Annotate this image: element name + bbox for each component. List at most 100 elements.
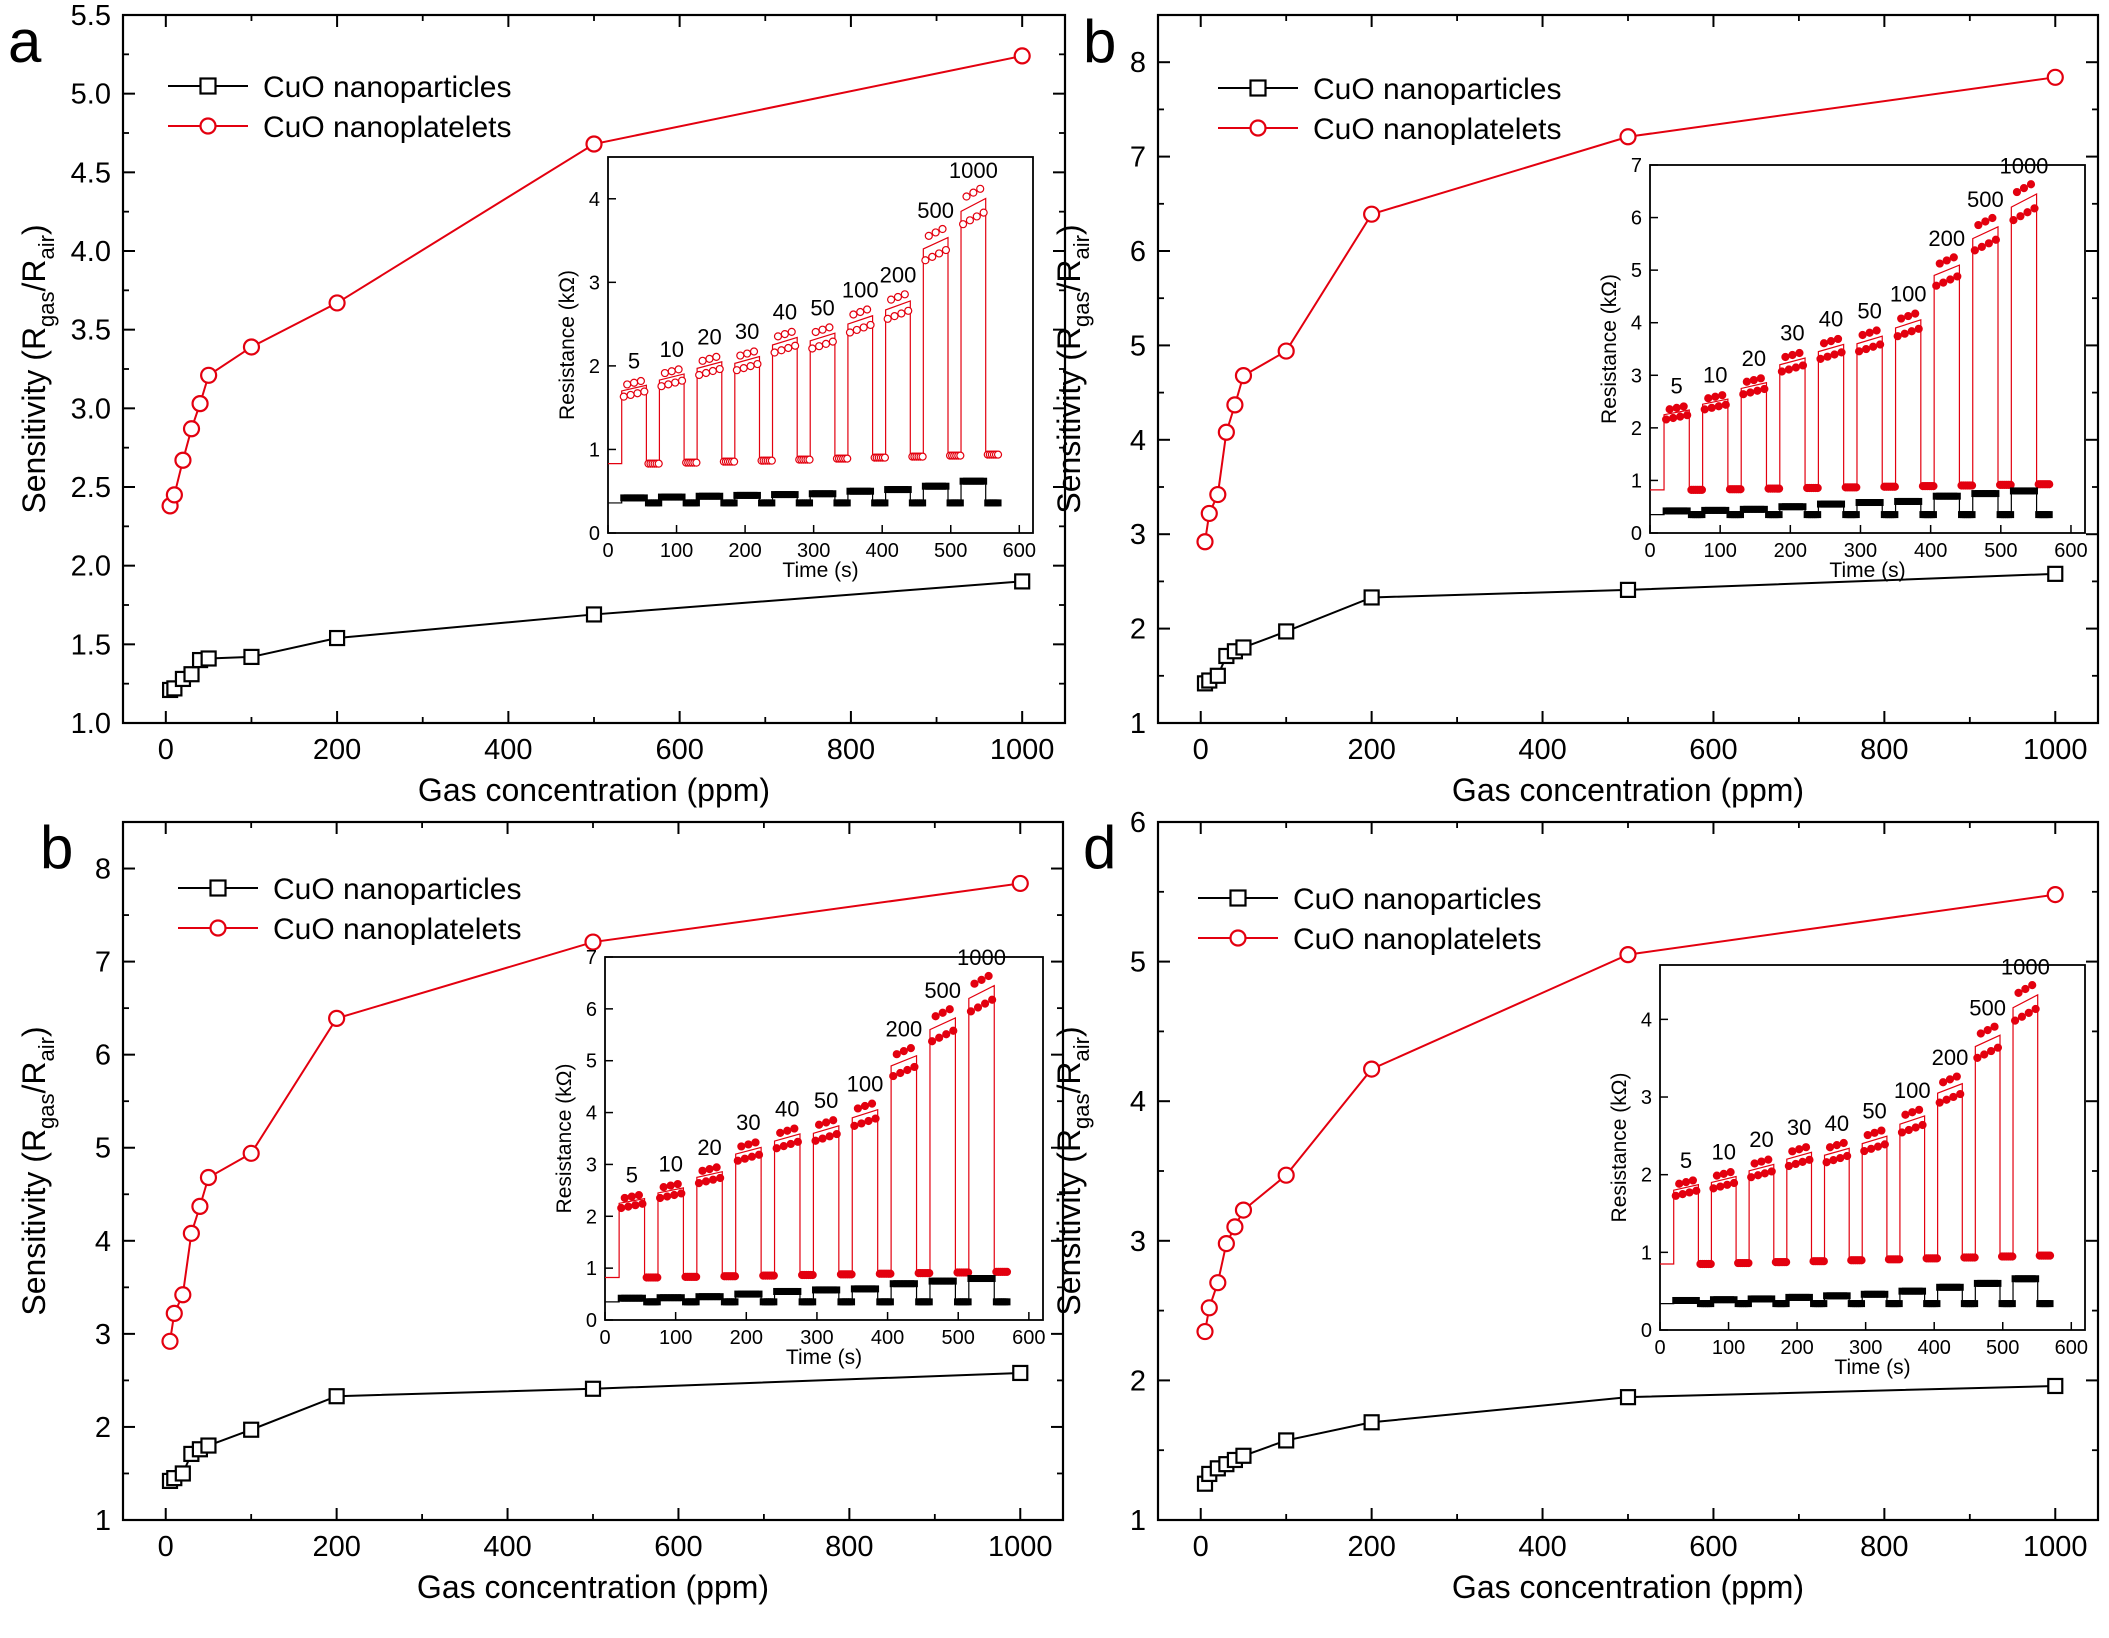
inset-concentration-label: 30	[1787, 1115, 1811, 1140]
data-point	[191, 1197, 209, 1215]
inset-platelet-point	[1767, 1167, 1776, 1176]
inset-platelet-point	[1697, 485, 1707, 494]
inset-particle-point	[731, 1298, 739, 1306]
inset-particle-point	[1858, 1300, 1866, 1308]
inset-platelet-point	[1753, 386, 1762, 395]
inset-concentration-label: 100	[1894, 1078, 1931, 1103]
inset-particle-point	[1956, 1283, 1964, 1291]
inset-platelet-point	[1830, 350, 1839, 359]
inset-platelet-point	[2045, 1251, 2055, 1260]
y-tick-label: 6	[95, 1040, 111, 1072]
inset-platelet-point	[993, 450, 1003, 459]
inset-platelet-point	[896, 1068, 905, 1078]
inset-particle-point	[640, 494, 648, 502]
inset-platelet-point	[822, 1118, 831, 1127]
inset-platelet-point	[1929, 482, 1938, 491]
x-axis-label: Gas concentration (ppm)	[1452, 772, 1804, 808]
x-tick-label: 400	[483, 1531, 531, 1563]
inset-particle-point	[1953, 492, 1961, 500]
inset-platelet-point	[864, 1116, 873, 1126]
inset-platelet-point	[972, 212, 981, 221]
inset-platelet-point	[754, 1150, 764, 1159]
inset-particle-point	[1994, 1279, 2002, 1287]
inset-platelet-point	[1706, 1259, 1715, 1269]
y-tick-label: 3	[95, 1319, 111, 1351]
inset-platelet-point	[964, 1268, 973, 1277]
x-axis-label: Gas concentration (ppm)	[417, 1569, 769, 1605]
x-tick-label: 600	[655, 734, 703, 766]
inset-platelet-point	[808, 1270, 817, 1280]
inset-platelet-point	[871, 1114, 880, 1123]
inset-concentration-label: 30	[735, 319, 759, 344]
inset-platelet-point	[1986, 1046, 1996, 1056]
inset-particle-point	[678, 493, 686, 501]
inset-y-tick-label: 3	[589, 272, 600, 294]
inset-particle-point	[843, 499, 851, 507]
inset-platelet-point	[1726, 1168, 1735, 1177]
data-point	[1235, 1447, 1252, 1464]
inset-platelet-point	[1816, 354, 1825, 363]
y-axis-label-part: /R	[16, 259, 52, 291]
inset-particle-point	[1814, 511, 1822, 519]
data-point	[200, 650, 217, 667]
inset-platelet-point	[1911, 309, 1920, 318]
inset-x-tick-label: 500	[1986, 1337, 2019, 1359]
inset-platelet-point	[1984, 239, 1993, 248]
inset-platelet-point	[701, 368, 711, 378]
data-point	[183, 666, 200, 683]
x-tick-label: 200	[1347, 1531, 1395, 1563]
inset-particle-point	[1730, 1296, 1738, 1304]
inset-platelet-point	[1836, 1153, 1845, 1163]
inset-particle-point	[2008, 1300, 2016, 1308]
inset-particle-point	[1919, 1287, 1927, 1295]
inset-platelet-point	[1991, 235, 2000, 244]
inset-platelet-point	[751, 1138, 760, 1147]
inset-y-tick-label: 2	[1631, 418, 1642, 440]
inset-platelet-point	[977, 975, 986, 984]
inset-platelet-point	[692, 458, 701, 467]
inset-platelet-point	[899, 1047, 908, 1056]
inset-concentration-label: 40	[775, 1096, 799, 1121]
inset-platelet-point	[1932, 1254, 1942, 1263]
x-tick-label: 200	[312, 1531, 360, 1563]
inset-platelet-point	[859, 323, 868, 332]
inset-platelet-point	[694, 1178, 704, 1188]
inset-y-tick-label: 0	[1641, 1320, 1652, 1342]
inset-x-tick-label: 400	[1918, 1337, 1951, 1359]
inset-platelet-point	[1942, 256, 1951, 265]
inset-platelet-point	[1949, 253, 1958, 262]
inset-x-tick-label: 600	[1003, 540, 1036, 562]
inset-particle-point	[791, 491, 799, 499]
data-point	[182, 420, 201, 438]
inset-particle-point	[949, 1277, 957, 1285]
inset-platelet-point	[1976, 1029, 1985, 1038]
inset-platelet-point	[988, 995, 997, 1004]
y-axis-label: Sensitivity (Rgas/Rair)	[16, 224, 59, 513]
y-tick-label: 2	[1130, 1365, 1146, 1397]
inset-concentration-label: 50	[810, 295, 834, 320]
y-axis-label-part: Sensitivity (R	[1051, 327, 1087, 514]
y-axis-label-part: Sensitivity (R	[1051, 1129, 1087, 1316]
inset-platelet-point	[856, 307, 865, 317]
inset-concentration-label: 500	[1967, 187, 2004, 212]
x-tick-label: 1000	[2023, 734, 2088, 766]
inset-platelet-point	[934, 249, 944, 258]
data-point	[1363, 589, 1380, 606]
y-tick-label: 2	[1130, 614, 1146, 646]
x-tick-label: 600	[654, 1531, 702, 1563]
x-tick-label: 400	[1518, 1531, 1566, 1563]
inset-platelet-point	[1970, 246, 1979, 255]
inset-platelet-point	[790, 1124, 799, 1133]
inset-platelet-point	[1782, 1258, 1791, 1267]
y-axis-label-part: /R	[16, 1061, 52, 1093]
inset-particle-point	[677, 1294, 685, 1302]
inset-platelet-point	[1819, 339, 1829, 348]
inset-concentration-label: 50	[1857, 298, 1881, 323]
inset-concentration-label: 1000	[957, 945, 1006, 970]
inset-platelet-point	[1784, 1161, 1793, 1171]
inset-concentration-label: 40	[773, 300, 797, 325]
